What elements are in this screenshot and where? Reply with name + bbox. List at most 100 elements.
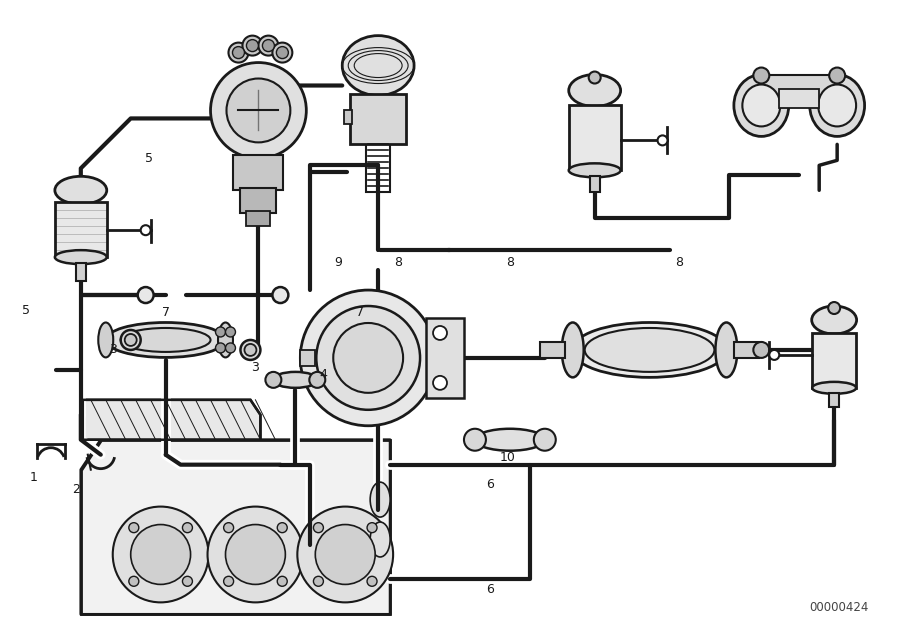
Bar [344,110,352,124]
Text: 4: 4 [320,368,328,382]
Text: 00000424: 00000424 [810,601,869,614]
Bar [779,88,819,109]
Ellipse shape [55,250,107,264]
Bar [761,74,837,105]
Circle shape [208,507,303,603]
Circle shape [232,46,245,58]
Circle shape [301,290,436,425]
Circle shape [828,302,840,314]
Circle shape [753,67,770,84]
Ellipse shape [370,482,390,517]
Ellipse shape [818,84,856,126]
Bar [590,177,599,192]
Text: 1: 1 [30,471,38,484]
Ellipse shape [464,429,486,451]
Ellipse shape [716,323,737,377]
Ellipse shape [569,74,621,107]
Circle shape [273,43,292,63]
Circle shape [240,340,260,360]
Text: 3: 3 [109,344,117,356]
Circle shape [226,327,236,337]
Ellipse shape [812,382,856,394]
Ellipse shape [812,306,857,334]
Bar [812,333,856,388]
Ellipse shape [121,328,211,352]
Bar [233,156,284,190]
Bar [366,144,390,192]
Text: 3: 3 [251,361,259,375]
Text: 5: 5 [145,152,153,165]
Circle shape [121,330,140,350]
Ellipse shape [266,372,282,388]
Ellipse shape [810,74,865,137]
Polygon shape [83,400,260,439]
Text: 6: 6 [486,583,494,596]
Circle shape [129,577,139,586]
Circle shape [433,376,447,390]
Circle shape [247,39,258,51]
Text: 2: 2 [72,483,80,496]
Circle shape [297,507,393,603]
Ellipse shape [734,74,788,137]
Circle shape [112,507,209,603]
Circle shape [313,523,323,533]
Text: 10: 10 [500,451,516,464]
Ellipse shape [98,323,113,358]
Circle shape [140,225,150,235]
Ellipse shape [742,84,780,126]
Ellipse shape [562,323,584,377]
Circle shape [258,36,278,56]
Ellipse shape [572,323,727,377]
Ellipse shape [569,163,621,177]
Text: 8: 8 [506,256,514,269]
Ellipse shape [475,429,544,451]
Text: 8: 8 [676,256,683,269]
Circle shape [315,525,375,584]
Bar [569,105,621,170]
Bar [540,342,564,358]
Bar [350,95,406,144]
Circle shape [277,577,287,586]
Circle shape [273,287,288,303]
Bar [301,350,315,366]
Ellipse shape [310,372,325,388]
Bar [426,318,464,398]
Bar [734,342,760,358]
Circle shape [183,577,193,586]
Circle shape [226,343,236,353]
Circle shape [658,135,668,145]
Text: 7: 7 [162,305,169,319]
Circle shape [129,523,139,533]
Circle shape [770,350,779,360]
Circle shape [215,343,226,353]
Bar [247,211,270,226]
Circle shape [276,46,288,58]
Ellipse shape [106,323,226,358]
Bar [240,189,276,213]
Circle shape [223,523,234,533]
Circle shape [226,525,285,584]
Circle shape [753,342,770,358]
Circle shape [227,79,291,142]
Circle shape [242,36,263,56]
Ellipse shape [585,328,715,372]
Bar [829,393,839,407]
Ellipse shape [218,323,233,358]
Text: 5: 5 [22,304,30,316]
Bar [55,203,107,257]
Circle shape [130,525,191,584]
Ellipse shape [273,372,318,388]
Circle shape [367,577,377,586]
Circle shape [829,67,845,84]
Text: 8: 8 [394,256,402,269]
Ellipse shape [342,36,414,95]
Circle shape [313,577,323,586]
Text: 9: 9 [334,256,342,269]
Circle shape [125,334,137,346]
Text: 6: 6 [486,478,494,491]
Ellipse shape [534,429,556,451]
Circle shape [229,43,248,63]
Circle shape [211,63,306,158]
Circle shape [589,72,600,84]
Bar [76,263,86,281]
